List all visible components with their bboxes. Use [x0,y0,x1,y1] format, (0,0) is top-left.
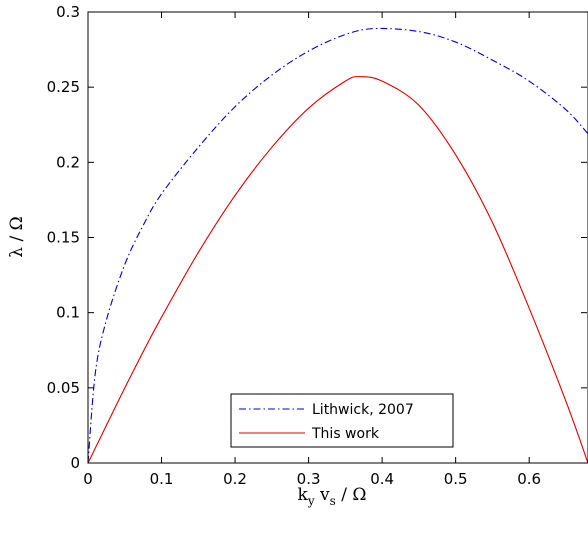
y-tick-label-6: 0.3 [56,3,80,21]
series-layer [87,27,588,464]
series-line-0 [87,27,588,464]
x-label-tail: / Ω [336,485,367,505]
x-label-v: v [315,485,330,505]
x-tick-label-5: 0.5 [444,470,468,488]
x-tick-label-3: 0.3 [297,470,321,488]
y-axis-label: λ / Ω [7,216,27,257]
x-tick-label-6: 0.6 [517,470,541,488]
x-tick-label-4: 0.4 [370,470,394,488]
x-tick-label-1: 0.1 [150,470,174,488]
series-line-1 [87,76,588,464]
x-tick-label-2: 0.2 [223,470,247,488]
y-tick-label-4: 0.2 [56,153,80,171]
y-tick-label-1: 0.05 [47,379,80,397]
x-label-k: k [298,485,309,505]
legend-label-lithwick: Lithwick, 2007 [312,402,414,418]
legend: Lithwick, 2007 This work [230,393,454,448]
x-label-s-subscript: s [330,494,336,508]
legend-label-this-work: This work [311,426,380,442]
x-axis-label: ky vs / Ω [298,485,367,508]
y-tick-label-3: 0.15 [47,229,80,247]
y-tick-label-5: 0.25 [47,78,80,96]
x-label-y-subscript: y [307,494,315,508]
tick-layer: 0 0.1 0.2 0.3 0.4 0.5 0.6 0 0.05 0.1 0.15 0.2 0.25 0.… [47,3,587,488]
legend-box [230,393,454,448]
y-tick-label-2: 0.1 [56,304,80,322]
y-tick-label-0: 0 [70,454,80,472]
x-tick-label-0: 0 [83,470,93,488]
